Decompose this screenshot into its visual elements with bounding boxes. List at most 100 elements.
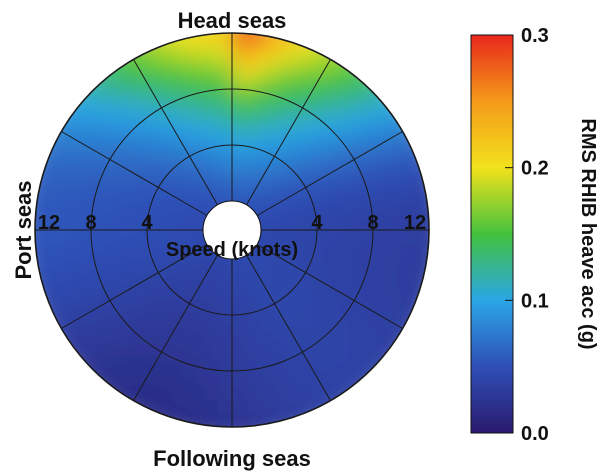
- heat-cell: [253, 275, 267, 291]
- heat-cell: [384, 183, 403, 205]
- heat-cell: [335, 208, 352, 222]
- heat-cell: [203, 166, 215, 183]
- heat-cell: [138, 236, 155, 248]
- heat-cell: [129, 135, 149, 155]
- heat-cell: [165, 177, 182, 193]
- heat-cell: [269, 211, 285, 221]
- heat-cell: [285, 183, 302, 198]
- heat-cell: [291, 251, 308, 265]
- heat-cell: [267, 206, 283, 217]
- heat-cell: [159, 189, 176, 203]
- heat-cell: [278, 271, 294, 288]
- heat-cell: [242, 359, 259, 376]
- speed-tick-left-12: 12: [38, 212, 60, 234]
- heat-cell: [255, 212, 271, 222]
- speed-axis-label: Speed (knots): [166, 239, 298, 261]
- heat-cell: [112, 228, 127, 242]
- heat-cell: [214, 280, 224, 297]
- heat-cell: [186, 313, 202, 331]
- heat-cell: [257, 257, 271, 272]
- speed-tick-right-12: 12: [404, 212, 426, 234]
- heat-cell: [261, 270, 276, 286]
- heat-cell: [230, 33, 252, 47]
- grid-spoke-60: [256, 131, 403, 216]
- heat-cell: [188, 174, 203, 190]
- heat-cell: [208, 265, 219, 281]
- heat-cell: [288, 257, 305, 271]
- heat-cell: [230, 97, 245, 112]
- heat-cell: [230, 387, 249, 403]
- heat-cell: [61, 255, 80, 277]
- heat-cell: [193, 171, 207, 188]
- heat-cell: [307, 313, 327, 333]
- heat-cell: [207, 97, 223, 114]
- heat-cell: [179, 211, 195, 221]
- heat-cell: [220, 110, 234, 125]
- heat-cell: [178, 215, 194, 224]
- heat-cell: [264, 249, 279, 262]
- heat-cell: [221, 189, 228, 205]
- heat-cell: [213, 400, 234, 416]
- heat-cell: [179, 163, 195, 180]
- heat-cell: [397, 180, 416, 202]
- heat-cell: [184, 178, 199, 194]
- heat-cell: [273, 168, 290, 184]
- grid-spoke-300: [61, 131, 208, 216]
- heat-cell: [182, 46, 204, 65]
- heat-cell: [191, 301, 206, 318]
- heat-cell: [230, 361, 247, 377]
- heat-cell: [297, 222, 313, 231]
- heat-cell: [200, 262, 213, 277]
- heat-cell: [231, 308, 242, 324]
- heat-cell: [296, 175, 314, 192]
- heat-cell: [248, 152, 261, 169]
- heat-cell: [288, 189, 305, 203]
- heat-cell: [311, 268, 329, 285]
- head-seas-label: Head seas: [178, 8, 287, 33]
- heat-cell: [257, 171, 271, 188]
- heat-cell: [241, 177, 251, 193]
- speed-tick-left-8: 8: [85, 212, 96, 234]
- heat-cell: [171, 251, 187, 265]
- heat-cell: [156, 251, 173, 265]
- heat-cell: [217, 254, 226, 270]
- heat-cell: [99, 228, 114, 243]
- heat-cell: [156, 195, 173, 209]
- speed-tick-right-4: 4: [311, 212, 323, 234]
- heat-cell: [73, 241, 90, 260]
- heat-cell: [269, 163, 285, 180]
- heat-cell: [257, 234, 273, 241]
- heat-cell: [300, 182, 317, 198]
- grid-spoke-240: [61, 244, 208, 329]
- heat-cell: [272, 259, 288, 274]
- heat-cell: [219, 348, 234, 363]
- heat-cell: [216, 374, 234, 390]
- heat-cell: [147, 182, 164, 198]
- heat-cell: [230, 70, 248, 86]
- heat-cell: [257, 272, 271, 289]
- speed-tick-labels: 12 8 4 4 8 12: [38, 212, 426, 234]
- heat-cell: [257, 219, 273, 226]
- port-seas-label: Port seas: [11, 180, 36, 279]
- heat-cell: [374, 200, 391, 219]
- speed-tick-left-4: 4: [141, 212, 153, 234]
- heat-cell: [350, 217, 365, 232]
- heat-cell: [253, 289, 267, 306]
- heat-cell: [415, 228, 429, 250]
- heat-cell: [268, 263, 284, 278]
- heat-cell: [309, 212, 326, 224]
- heat-cell: [260, 395, 282, 414]
- heat-cell: [229, 426, 253, 427]
- heat-cell: [214, 136, 226, 153]
- grid-spoke-210: [133, 254, 218, 401]
- heat-cell: [269, 280, 285, 297]
- heat-cell: [400, 195, 418, 217]
- heat-cell: [257, 232, 273, 238]
- heat-cell: [240, 333, 254, 350]
- heat-cell: [363, 228, 379, 245]
- heat-cell: [162, 262, 179, 277]
- heat-cell: [213, 44, 234, 60]
- heat-cell: [177, 148, 194, 166]
- heat-cell: [239, 320, 252, 337]
- heat-cell: [204, 181, 216, 196]
